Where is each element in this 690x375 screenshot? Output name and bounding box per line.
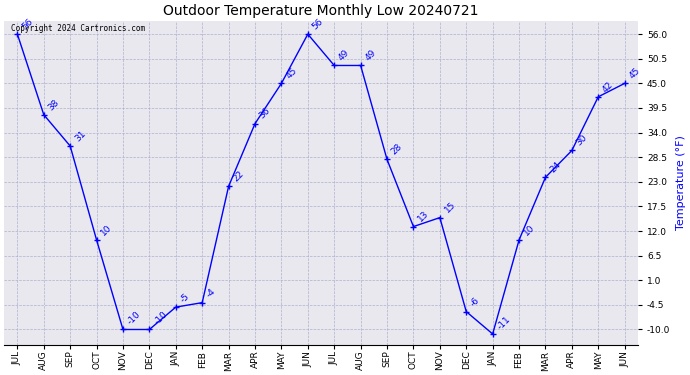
Text: 49: 49 <box>364 48 378 63</box>
Text: -6: -6 <box>469 296 482 309</box>
Text: 10: 10 <box>99 223 114 237</box>
Text: 30: 30 <box>575 133 589 148</box>
Text: 10: 10 <box>522 223 536 237</box>
Y-axis label: Temperature (°F): Temperature (°F) <box>676 135 686 230</box>
Text: 45: 45 <box>284 66 299 81</box>
Text: 13: 13 <box>416 209 431 224</box>
Text: 24: 24 <box>549 160 562 175</box>
Text: 56: 56 <box>310 17 325 32</box>
Text: 49: 49 <box>337 48 351 63</box>
Text: -5: -5 <box>179 292 191 304</box>
Text: 31: 31 <box>73 129 88 143</box>
Title: Outdoor Temperature Monthly Low 20240721: Outdoor Temperature Monthly Low 20240721 <box>164 4 479 18</box>
Text: 42: 42 <box>601 80 615 94</box>
Text: 38: 38 <box>46 98 61 112</box>
Text: 45: 45 <box>627 66 642 81</box>
Text: 56: 56 <box>20 17 34 32</box>
Text: -10: -10 <box>152 310 169 327</box>
Text: 22: 22 <box>231 169 246 183</box>
Text: 15: 15 <box>442 200 457 215</box>
Text: -4: -4 <box>205 287 217 300</box>
Text: 36: 36 <box>258 106 273 121</box>
Text: -10: -10 <box>126 310 143 327</box>
Text: Copyright 2024 Cartronics.com: Copyright 2024 Cartronics.com <box>10 24 145 33</box>
Text: -11: -11 <box>495 314 512 331</box>
Text: 28: 28 <box>390 142 404 157</box>
